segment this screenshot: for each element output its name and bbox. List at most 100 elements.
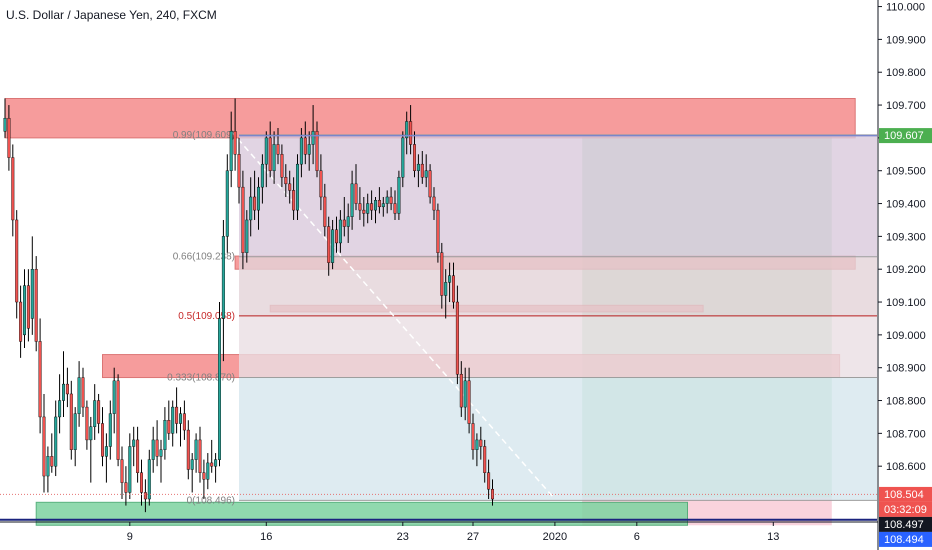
candle-body [233,131,237,155]
candle-body [132,439,136,447]
candle-body [393,203,397,214]
price-tag-bg [879,516,932,532]
x-tick-label: 27 [467,531,479,543]
candle-body [100,423,104,457]
candle-body [77,377,81,414]
candle-body [428,170,432,198]
candle-body [284,177,288,185]
candle-body [194,439,198,460]
candle-body [436,209,440,253]
candle-body [319,170,323,198]
price-tag-label: 108.497 [884,519,924,531]
candle-body [23,285,27,336]
candle-body [19,301,23,342]
candle-body [389,196,393,204]
trend-dashed-line [230,130,556,500]
price-tag-label: 03:32:09 [884,504,927,516]
candle-body [178,413,182,424]
candle-body [116,380,120,460]
candle-body [370,203,374,211]
candle-body [182,413,186,431]
candle-body [350,183,354,217]
fib-label-0: 0.99(109.609) [173,130,235,141]
y-tick-label: 109.700 [886,100,926,112]
candle-body [280,154,284,178]
candle-body [136,439,140,473]
candle-body [202,472,206,480]
candle-body [34,269,38,342]
y-tick-label: 109.300 [886,231,926,243]
candle-body [296,163,300,211]
price-tag-bg [879,486,932,502]
candle-body [163,420,167,450]
candle-body [214,459,218,467]
candle-body [424,170,428,178]
y-tick-label: 109.200 [886,264,926,276]
candle-body [89,426,93,441]
candle-body [237,154,241,188]
candle-body [342,219,346,227]
candle-body [264,137,268,165]
candle-body [432,196,436,211]
candle-body [139,472,143,493]
candle-body [7,117,11,158]
candle-body [128,446,132,493]
candle-body [444,282,448,296]
candle-body [479,439,483,447]
candle-body [377,200,381,208]
y-tick-label: 108.700 [886,428,926,440]
candle-body [26,285,30,329]
candle-body [413,144,417,171]
candle-body [151,439,155,460]
y-tick-label: 109.800 [886,67,926,79]
candle-body [245,219,249,253]
fib-fill-0.333-0 [239,377,877,501]
x-tick-label: 16 [260,531,272,543]
candle-body [143,492,147,500]
candle-body [385,196,389,204]
candle-body [171,406,175,434]
candle-body [335,229,339,244]
y-tick-label: 108.600 [886,461,926,473]
candle-body [73,413,77,450]
candle-body [401,137,405,178]
candle-body [206,462,210,480]
candle-body [467,380,471,424]
candle-body [303,137,307,155]
candle-body [463,380,467,408]
fib-label-3: 0.333(108.870) [167,373,235,384]
candle-body [120,459,124,483]
candle-body [327,226,331,263]
candle-body [175,406,179,424]
price-tag-bg [879,128,932,144]
fib-fill-0.99-0.66 [239,134,877,257]
candle-body [311,131,315,145]
candle-body [217,318,221,460]
candle-body [381,203,385,208]
candle-body [315,131,319,171]
candle-body [292,190,296,211]
x-tick-label: 9 [127,531,133,543]
horizontal-lines [0,134,877,521]
candle-body [50,456,54,467]
zone-resistance-top [4,97,856,139]
x-tick-label: 2020 [543,531,567,543]
candle-body [58,400,62,418]
y-tick-label: 109.900 [886,34,926,46]
candle-body [11,157,15,221]
fib-fill-0.66-0.5 [239,256,877,316]
candle-body [190,459,194,470]
candle-body [366,203,370,214]
candle-body [253,196,257,211]
candle-body [338,219,342,244]
candle-body [397,177,401,214]
price-tag-label: 109.607 [884,130,924,142]
y-tick-label: 109.400 [886,199,926,211]
fib-fill-0.5-0.333 [239,315,877,378]
candle-body [272,144,276,171]
y-tick-label: 108.900 [886,363,926,375]
candle-body [147,459,151,500]
fib-label-4: 0(108.496) [187,495,235,506]
